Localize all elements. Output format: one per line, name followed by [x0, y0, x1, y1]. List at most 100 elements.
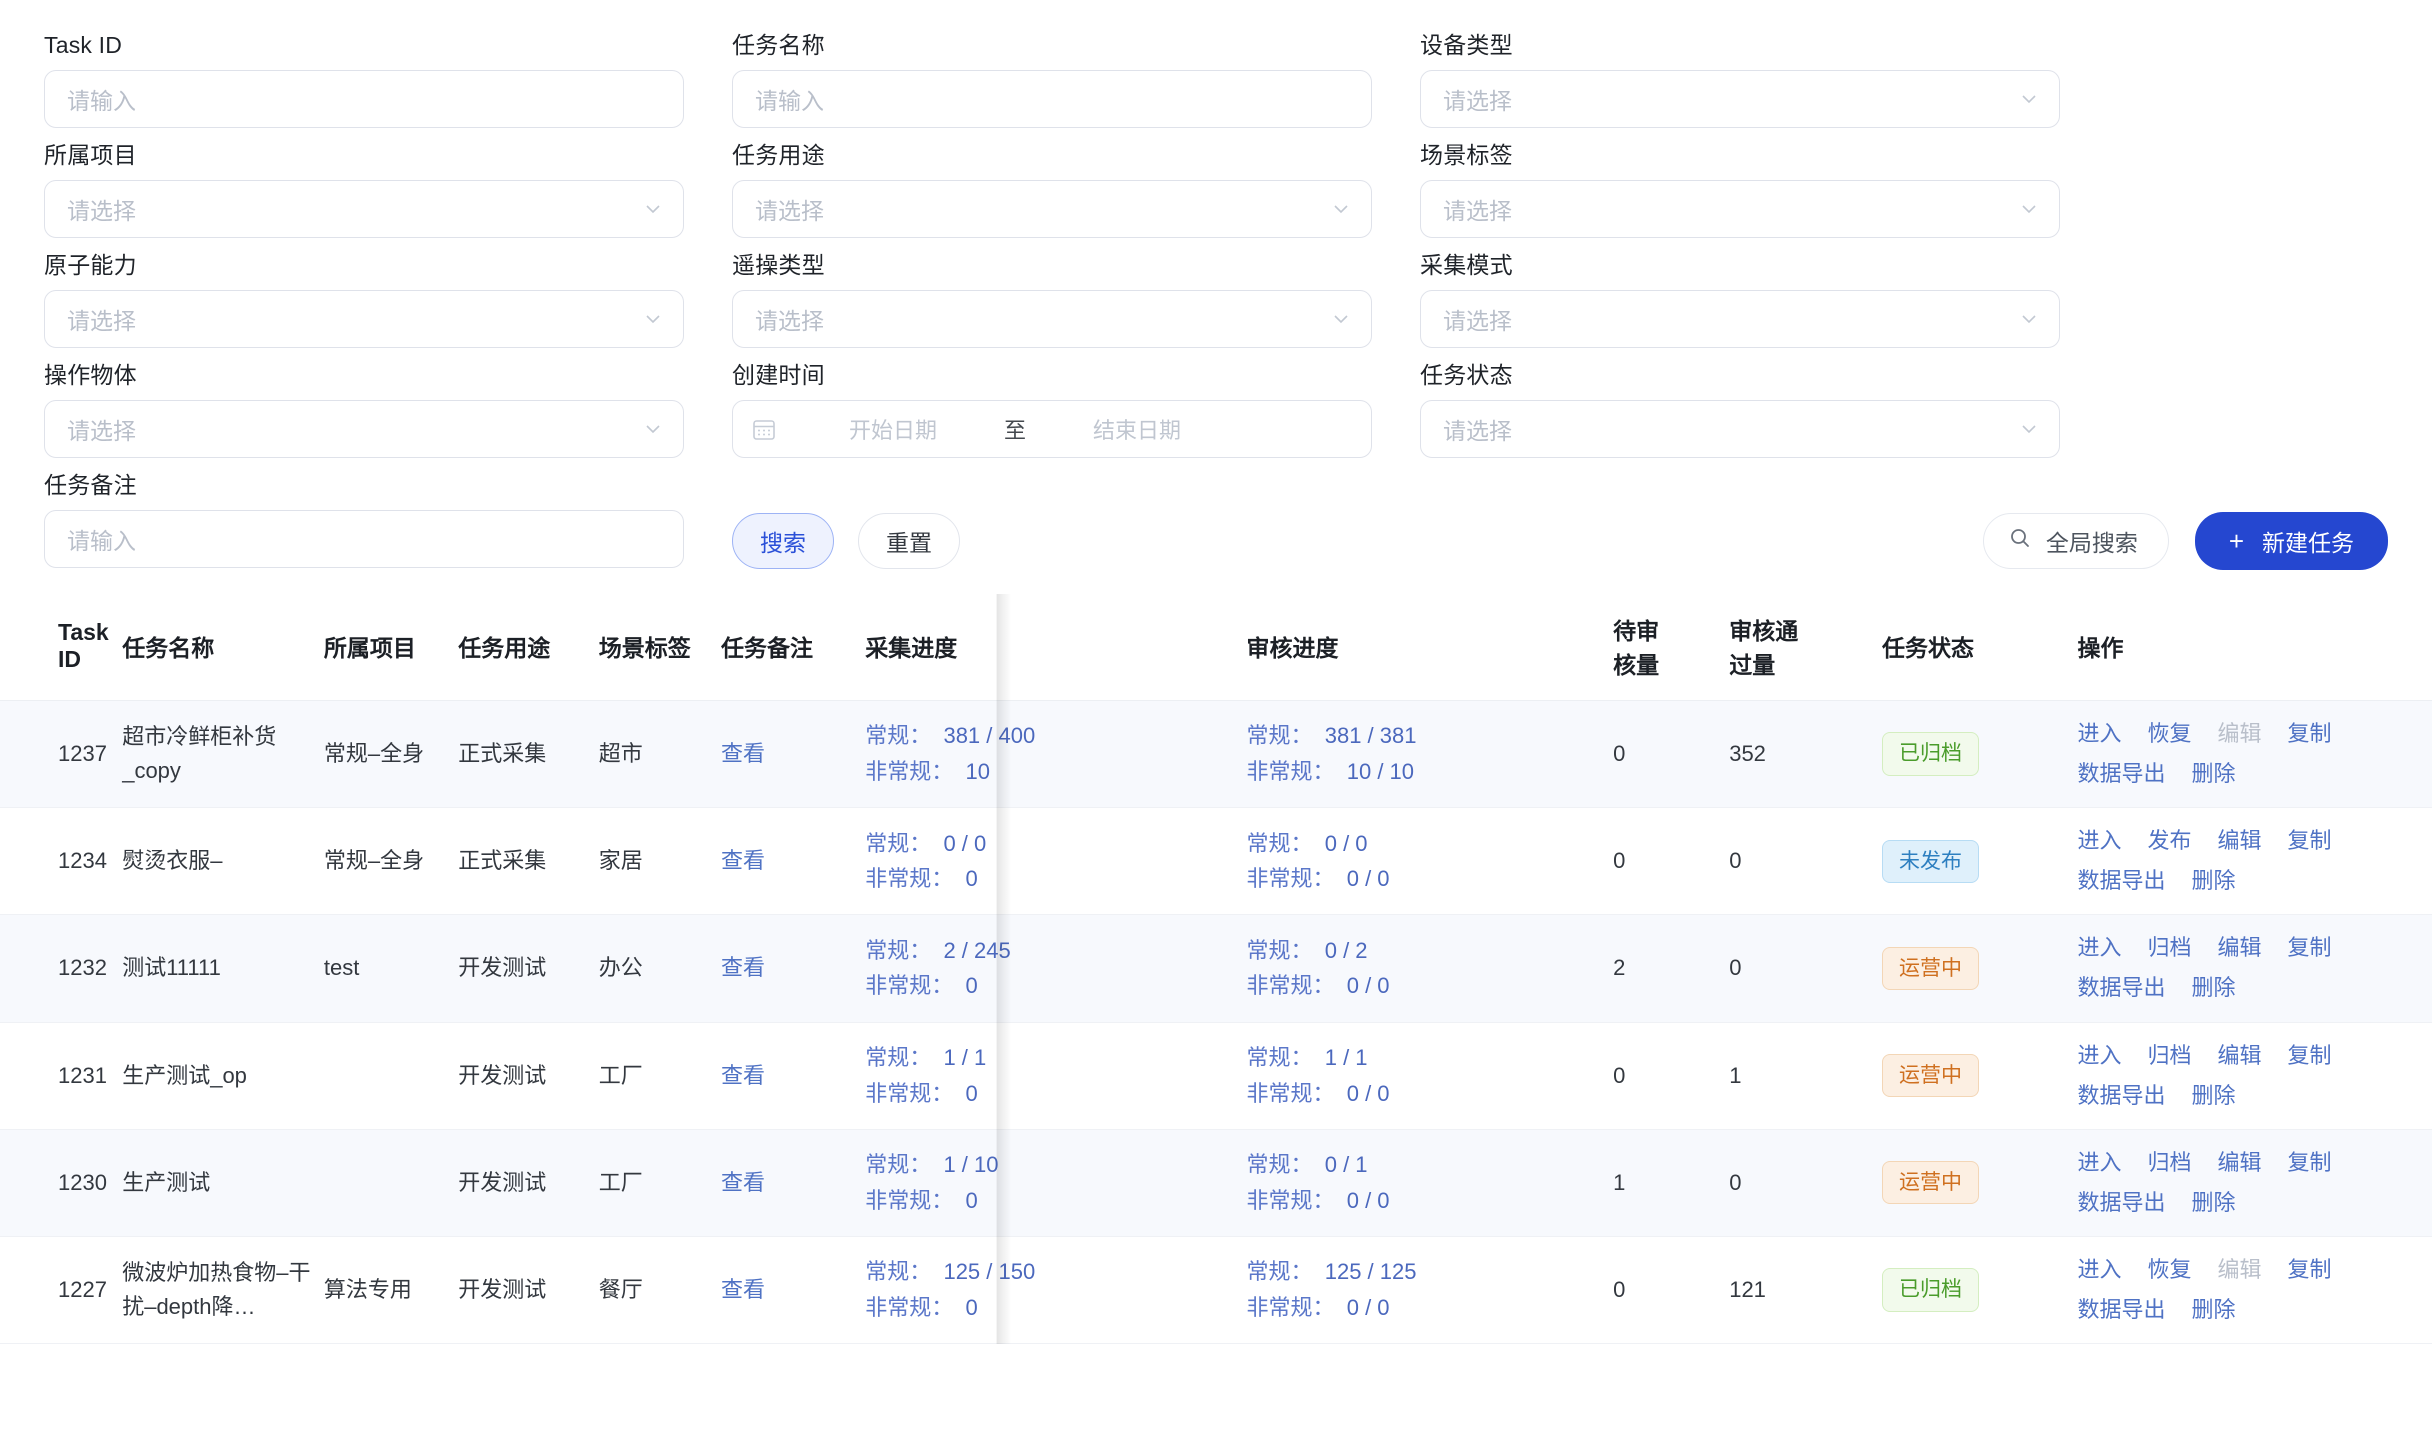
row-action-4[interactable]: 数据导出	[2077, 975, 2166, 1001]
new-task-button[interactable]: + 新建任务	[2194, 512, 2388, 570]
row-action-5[interactable]: 删除	[2191, 868, 2236, 894]
end-date-input[interactable]: 结束日期	[1092, 418, 1181, 443]
row-action-3[interactable]: 复制	[2287, 1042, 2332, 1068]
view-remark-link[interactable]: 查看	[721, 1276, 766, 1302]
collect-abnormal-line: 非常规： 0	[865, 968, 1246, 1004]
view-remark-link[interactable]: 查看	[721, 848, 766, 874]
cell-usage: 正式采集	[458, 700, 599, 809]
table-row[interactable]: 1231 生产测试_op 开发测试 工厂 查看 常规： 1 / 1 非常规： 0 常规： 1 …	[0, 1022, 2432, 1130]
task-status-select[interactable]: 请选择	[1420, 400, 2060, 458]
row-action-4[interactable]: 数据导出	[2077, 868, 2166, 894]
col-header-remark[interactable]: 任务备注	[721, 594, 844, 701]
col-header-collect-progress[interactable]: 采集进度	[843, 594, 1247, 701]
cell-scene: 办公	[598, 914, 721, 1023]
row-action-0[interactable]: 进入	[2077, 828, 2122, 854]
table-row[interactable]: 1230 生产测试 开发测试 工厂 查看 常规： 1 / 10 非常规： 0 常规： 0 / …	[0, 1129, 2432, 1237]
row-action-2[interactable]: 编辑	[2217, 1149, 2262, 1175]
row-action-0[interactable]: 进入	[2077, 1042, 2122, 1068]
row-action-2[interactable]: 编辑	[2217, 1042, 2262, 1068]
col-header-pending-audit[interactable]: 待审 核量	[1613, 594, 1730, 701]
col-header-scene[interactable]: 场景标签	[598, 594, 721, 701]
row-action-4[interactable]: 数据导出	[2077, 1297, 2166, 1323]
row-action-3[interactable]: 复制	[2287, 721, 2332, 746]
teleop-type-select[interactable]: 请选择	[732, 290, 1372, 348]
row-action-3[interactable]: 复制	[2287, 828, 2332, 854]
device-type-select[interactable]: 请选择	[1420, 70, 2060, 128]
collect-mode-select[interactable]: 请选择	[1420, 290, 2060, 348]
col-header-task-name[interactable]: 任务名称	[122, 594, 324, 701]
operate-object-select[interactable]: 请选择	[44, 400, 684, 458]
row-action-3[interactable]: 复制	[2287, 935, 2332, 961]
search-button[interactable]: 搜索	[732, 513, 834, 569]
row-action-5[interactable]: 删除	[2191, 761, 2236, 787]
status-badge: 已归档	[1881, 1268, 1979, 1312]
audit-passed-line2: 过量	[1729, 652, 1776, 678]
row-action-3[interactable]: 复制	[2287, 1256, 2332, 1282]
project-select[interactable]: 请选择	[44, 180, 684, 238]
col-header-task-id[interactable]: Task ID	[0, 594, 123, 701]
scene-tag-select[interactable]: 请选择	[1420, 180, 2060, 238]
col-header-ops[interactable]: 操作	[2077, 594, 2432, 701]
col-header-usage[interactable]: 任务用途	[458, 594, 599, 701]
created-time-range-picker[interactable]: 开始日期 至 结束日期	[732, 400, 1372, 458]
cell-status: 未发布	[1881, 807, 2078, 916]
task-usage-select[interactable]: 请选择	[732, 180, 1372, 238]
cell-task-id: 1237	[0, 700, 123, 809]
filter-cell-device-type: 设备类型 请选择	[1420, 28, 2084, 128]
collect-abnormal-label: 非常规：	[865, 1080, 954, 1106]
cell-usage: 开发测试	[458, 1022, 599, 1130]
row-action-1[interactable]: 归档	[2147, 1149, 2192, 1175]
col-header-status[interactable]: 任务状态	[1881, 594, 2078, 701]
collect-abnormal-value: 0	[965, 1080, 978, 1106]
row-action-2[interactable]: 编辑	[2217, 935, 2262, 961]
row-action-4[interactable]: 数据导出	[2077, 761, 2166, 787]
col-header-audit-passed[interactable]: 审核通 过量	[1729, 594, 1882, 701]
atomic-ability-select[interactable]: 请选择	[44, 290, 684, 348]
right-actions: 全局搜索 + 新建任务	[1982, 512, 2388, 570]
row-action-1[interactable]: 归档	[2147, 935, 2192, 961]
col-header-audit-progress[interactable]: 审核进度	[1246, 594, 1614, 701]
cell-audit-progress: 常规： 125 / 125 非常规： 0 / 0	[1246, 1236, 1614, 1345]
global-search-button[interactable]: 全局搜索	[1982, 513, 2169, 569]
row-action-5[interactable]: 删除	[2191, 1082, 2236, 1108]
table-row[interactable]: 1234 熨烫衣服– 常规–全身 正式采集 家居 查看 常规： 0 / 0 非常规： 0 常规：…	[0, 807, 2432, 916]
task-id-input[interactable]: 请输入	[44, 70, 684, 128]
view-remark-link[interactable]: 查看	[721, 955, 766, 981]
start-date-input[interactable]: 开始日期	[848, 418, 937, 443]
audit-normal-label: 常规：	[1246, 723, 1313, 749]
table-row[interactable]: 1232 测试11111 test 开发测试 办公 查看 常规： 2 / 245 非常规： 0…	[0, 914, 2432, 1023]
row-action-1[interactable]: 恢复	[2147, 721, 2192, 746]
row-action-1[interactable]: 发布	[2147, 828, 2192, 854]
col-header-project[interactable]: 所属项目	[323, 594, 459, 701]
reset-button[interactable]: 重置	[858, 513, 960, 569]
task-name-input[interactable]: 请输入	[732, 70, 1372, 128]
cell-collect-progress: 常规： 1 / 1 非常规： 0	[843, 1022, 1247, 1130]
cell-audit-passed: 0	[1729, 914, 1882, 1023]
row-action-3[interactable]: 复制	[2287, 1149, 2332, 1175]
table-row[interactable]: 1237 超市冷鲜柜补货_copy 常规–全身 正式采集 超市 查看 常规： 381 / 4…	[0, 700, 2432, 809]
view-remark-link[interactable]: 查看	[721, 1169, 766, 1195]
row-action-0[interactable]: 进入	[2077, 1149, 2122, 1175]
row-action-5[interactable]: 删除	[2191, 1297, 2236, 1323]
cell-scene: 工厂	[598, 1022, 721, 1130]
row-action-2[interactable]: 编辑	[2217, 828, 2262, 854]
row-action-4[interactable]: 数据导出	[2077, 1082, 2166, 1108]
row-action-5[interactable]: 删除	[2191, 1189, 2236, 1215]
collect-abnormal-label: 非常规：	[865, 973, 954, 999]
view-remark-link[interactable]: 查看	[721, 741, 766, 767]
row-action-4[interactable]: 数据导出	[2077, 1189, 2166, 1215]
row-action-0[interactable]: 进入	[2077, 1256, 2122, 1282]
audit-abnormal-label: 非常规：	[1246, 866, 1335, 892]
filter-cell-project: 所属项目 请选择	[44, 138, 708, 238]
audit-normal-label: 常规：	[1246, 1045, 1313, 1071]
table-row[interactable]: 1227 微波炉加热食物–干扰–depth降… 算法专用 开发测试 餐厅 查看 常规： 12…	[0, 1236, 2432, 1345]
row-action-0[interactable]: 进入	[2077, 721, 2122, 746]
row-action-1[interactable]: 恢复	[2147, 1256, 2192, 1282]
row-action-0[interactable]: 进入	[2077, 935, 2122, 961]
row-action-1[interactable]: 归档	[2147, 1042, 2192, 1068]
task-remark-input[interactable]: 请输入	[44, 510, 684, 568]
view-remark-link[interactable]: 查看	[721, 1062, 766, 1088]
audit-abnormal-value: 0 / 0	[1346, 1187, 1390, 1213]
row-action-5[interactable]: 删除	[2191, 975, 2236, 1001]
filter-form: Task ID 请输入 任务名称 请输入 设备类型 请选择 所属项目 请选择 任务用途 请选择 场景…	[0, 0, 2432, 572]
